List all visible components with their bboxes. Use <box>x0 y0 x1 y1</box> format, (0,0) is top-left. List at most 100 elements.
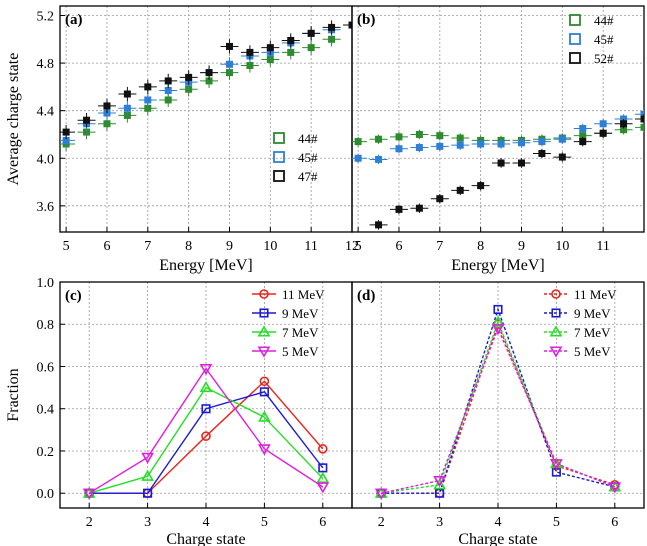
data-point <box>83 116 91 124</box>
series-a-2 <box>60 17 352 140</box>
legend-marker <box>551 308 561 318</box>
data-point <box>579 125 587 133</box>
legend-label: 45# <box>298 150 318 165</box>
legend-marker <box>569 52 581 64</box>
x-tick-label: 8 <box>477 239 484 254</box>
data-point <box>456 141 464 149</box>
x-axis-title: Energy [MeV] <box>451 257 544 274</box>
data-point <box>477 140 485 148</box>
legend-marker <box>273 132 285 144</box>
legend-label: 52# <box>594 51 614 66</box>
legend-marker <box>273 170 285 182</box>
panel-c: 2 3 4 5 6 0.0 0.2 0.4 0.6 0.8 1.0 Charge state Fract… <box>5 276 353 546</box>
legend-label: 5 MeV <box>574 344 611 359</box>
x-axis-title: Energy [MeV] <box>159 257 252 274</box>
data-point <box>246 61 254 69</box>
data-point <box>348 21 352 29</box>
x-axis-title: Charge state <box>458 531 537 546</box>
x-tick-label: 6 <box>103 239 110 254</box>
data-point <box>185 73 193 81</box>
data-point <box>436 142 444 150</box>
data-point <box>201 431 211 441</box>
legend-label: 44# <box>298 131 318 146</box>
data-point <box>433 478 446 490</box>
data-point <box>318 463 328 473</box>
data-point <box>640 115 644 123</box>
data-point <box>579 138 587 146</box>
series-line <box>89 386 324 494</box>
y-tick-label: 4.8 <box>37 57 55 72</box>
data-point <box>328 35 336 43</box>
data-point <box>144 83 152 91</box>
data-point <box>201 404 211 414</box>
x-tick-label: 4 <box>203 515 210 530</box>
data-point <box>517 159 525 167</box>
data-point <box>497 140 505 148</box>
legend-marker <box>257 325 271 337</box>
panel-b: 5 6 7 8 9 10 11 Energy [MeV] (b) 44# 45# 52# <box>351 5 645 274</box>
data-point <box>558 153 566 161</box>
legend-a: 44# 45# 47# <box>273 131 318 184</box>
data-point <box>287 48 295 56</box>
x-tick-label: 10 <box>263 239 277 254</box>
legend-label: 7 MeV <box>282 325 319 340</box>
panel-a: 5 6 7 8 9 10 11 12 3.6 4.0 4.4 4.8 5.2 Energy [MeV] Av… <box>5 5 359 274</box>
x-tick-label: 5 <box>553 515 560 530</box>
data-point <box>328 23 336 31</box>
y-tick-label: 5.2 <box>37 10 55 25</box>
data-point <box>640 110 644 118</box>
data-point <box>258 444 271 456</box>
data-point <box>491 315 505 327</box>
data-point <box>103 120 111 128</box>
data-point <box>395 145 403 153</box>
data-point <box>415 144 423 152</box>
series-b-2 <box>369 114 644 230</box>
data-point <box>599 129 607 137</box>
x-tick-label: 12 <box>345 239 359 254</box>
x-tick-label: 9 <box>226 239 233 254</box>
data-point <box>225 60 233 68</box>
data-point <box>317 444 328 454</box>
legend-label: 44# <box>594 13 614 28</box>
data-point <box>143 488 153 498</box>
x-tick-label: 3 <box>144 515 151 530</box>
legend-marker <box>551 289 561 299</box>
y-axis-title: Average charge state <box>5 53 22 186</box>
data-point <box>354 138 362 146</box>
x-tick-label: 6 <box>395 239 402 254</box>
legend-marker <box>549 346 563 358</box>
data-point <box>164 77 172 85</box>
data-point <box>375 221 383 229</box>
y-tick-label: 4.4 <box>37 105 55 120</box>
data-point <box>258 410 271 422</box>
y-tick-label: 1.0 <box>37 276 55 291</box>
y-tick-label: 0.4 <box>37 403 55 418</box>
y-tick-label: 0.0 <box>37 487 55 502</box>
data-point <box>82 488 96 500</box>
x-tick-label: 2 <box>86 515 93 530</box>
data-point <box>375 135 383 143</box>
data-point <box>477 182 485 190</box>
data-point <box>620 120 628 128</box>
plot-area-c <box>82 364 330 500</box>
data-point <box>259 387 269 397</box>
legend-marker <box>569 14 581 26</box>
plot-frame <box>59 5 353 233</box>
data-point <box>517 139 525 147</box>
y-tick-label: 0.8 <box>37 318 55 333</box>
data-point <box>436 195 444 203</box>
x-tick-label: 5 <box>355 239 362 254</box>
data-point <box>287 36 295 44</box>
legend-c: 11 MeV 9 MeV 7 MeV 5 MeV <box>252 287 325 359</box>
panel-label: (b) <box>357 12 375 28</box>
data-point <box>141 452 154 464</box>
legend-marker <box>549 325 563 337</box>
legend-marker <box>259 289 269 299</box>
data-point <box>435 488 445 498</box>
series-a-1 <box>60 22 341 148</box>
data-point <box>640 123 644 131</box>
panel-label: (c) <box>65 288 82 304</box>
data-point <box>205 69 213 77</box>
plot-area-d <box>374 304 622 500</box>
legend-d: 11 MeV 9 MeV 7 MeV 5 MeV <box>544 287 617 359</box>
